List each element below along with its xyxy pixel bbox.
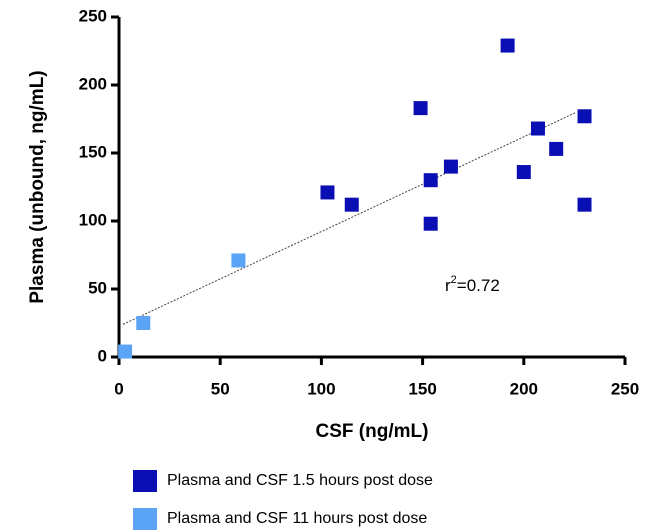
point (320, 185, 335, 200)
point (577, 197, 592, 212)
point (530, 121, 545, 136)
annotation-part: 2 (451, 274, 457, 286)
y-tick-label: 100 (79, 210, 107, 229)
point (549, 141, 564, 156)
point (423, 216, 438, 231)
point (516, 165, 531, 180)
x-axis-title: CSF (ng/mL) (316, 421, 429, 442)
legend-swatch (133, 470, 157, 492)
trend-line (122, 111, 577, 325)
y-tick-label: 250 (79, 6, 107, 25)
y-axis-title: Plasma (unbound, ng/mL) (27, 70, 48, 303)
point (136, 316, 151, 330)
point (344, 197, 359, 212)
x-tick-label: 50 (211, 379, 230, 398)
y-tick-label: 50 (88, 278, 107, 297)
point (423, 173, 438, 188)
annotation: r2=0.72 (445, 274, 500, 296)
annotation-part: =0.72 (457, 276, 500, 295)
x-tick-label: 0 (114, 379, 123, 398)
point (577, 109, 592, 124)
y-tick-label: 0 (98, 346, 107, 365)
annotation-part: r (445, 276, 451, 295)
point (231, 253, 246, 268)
y-tick-label: 150 (79, 142, 107, 161)
point (443, 159, 458, 174)
point (500, 38, 515, 53)
x-tick-label: 250 (611, 379, 639, 398)
legend-label: Plasma and CSF 1.5 hours post dose (167, 472, 433, 489)
legend-label: Plasma and CSF 11 hours post dose (167, 510, 427, 527)
point (118, 344, 133, 359)
x-tick-label: 200 (510, 379, 538, 398)
point (413, 101, 428, 116)
legend-swatch (133, 508, 157, 530)
y-tick-label: 200 (79, 74, 107, 93)
x-tick-label: 150 (408, 379, 436, 398)
x-tick-label: 100 (307, 379, 335, 398)
